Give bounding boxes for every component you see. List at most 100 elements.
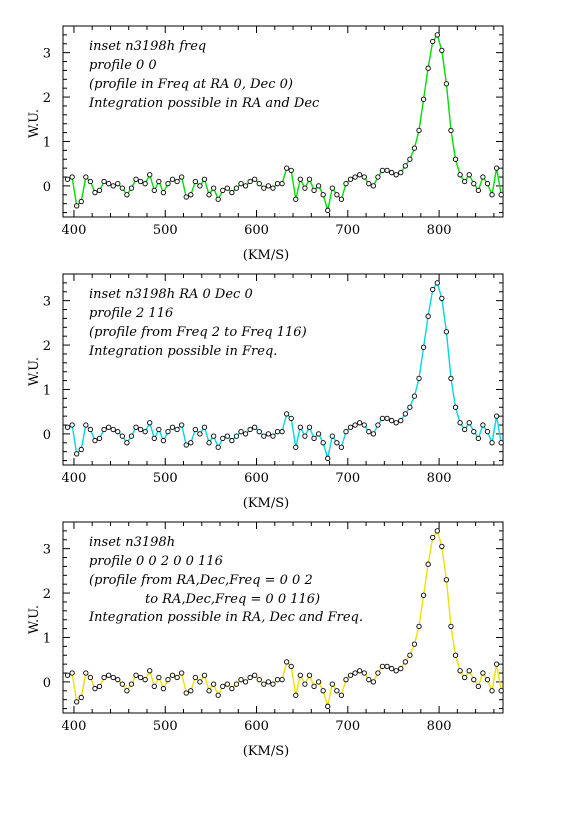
data-point [430, 534, 436, 541]
chart-panel-1: 400 500 600 700 800 0 1 2 3 (KM/S) W.U. inset n3198… [27, 25, 504, 263]
data-point [192, 674, 199, 681]
data-point [169, 424, 176, 430]
data-point [215, 692, 221, 698]
data-point [256, 677, 262, 683]
data-point [147, 172, 153, 178]
x-tick-label: 600 [244, 223, 269, 238]
data-point [128, 681, 135, 687]
data-point [215, 196, 221, 202]
data-point [74, 699, 80, 705]
annotation-line: profile 0 0 2 0 0 116 [89, 554, 223, 569]
data-point [402, 411, 408, 417]
data-point [411, 393, 418, 399]
data-point [238, 677, 244, 683]
data-point [206, 688, 212, 694]
data-point [288, 167, 294, 174]
data-point [115, 429, 121, 435]
data-point [210, 185, 217, 191]
data-point [402, 163, 408, 169]
data-point [452, 404, 459, 410]
x-tick-label: 400 [62, 223, 87, 238]
data-point [347, 424, 354, 430]
data-point [498, 192, 504, 198]
data-point [471, 429, 477, 435]
data-point [302, 433, 308, 439]
data-point [206, 192, 212, 198]
data-point [493, 413, 500, 419]
data-point [493, 165, 500, 171]
data-point [220, 435, 226, 441]
y-tick-label: 1 [43, 135, 51, 150]
data-point [484, 677, 491, 683]
x-tick-label: 400 [62, 719, 87, 734]
data-point [315, 183, 322, 189]
y-tick-label: 1 [43, 631, 51, 646]
data-point [252, 424, 258, 430]
data-point [475, 683, 482, 689]
data-point [64, 424, 71, 430]
data-point [274, 677, 281, 683]
data-point [297, 672, 303, 678]
data-point [174, 674, 180, 681]
data-point [252, 672, 258, 678]
data-point [133, 672, 139, 678]
data-point [484, 181, 491, 187]
data-point [407, 156, 413, 162]
data-point [443, 81, 450, 87]
data-point [156, 178, 162, 185]
data-point [311, 683, 317, 689]
data-point [361, 422, 367, 428]
data-point [74, 203, 80, 209]
data-point [238, 181, 244, 187]
data-point [402, 659, 408, 665]
data-point [334, 192, 340, 198]
data-point [279, 181, 285, 187]
data-point [270, 681, 276, 687]
data-point [347, 672, 354, 678]
data-point [288, 415, 294, 422]
data-point [320, 192, 326, 198]
data-point [466, 172, 472, 178]
data-point [407, 404, 413, 410]
y-tick-label: 0 [43, 180, 51, 195]
data-point [306, 424, 313, 430]
data-point [384, 167, 390, 174]
y-tick-label: 2 [43, 587, 51, 602]
data-point [92, 437, 98, 444]
data-point [325, 703, 331, 709]
data-point [352, 422, 358, 428]
data-point [393, 420, 399, 426]
data-point [411, 145, 418, 151]
x-tick-label: 800 [427, 719, 452, 734]
data-point [489, 192, 495, 198]
data-point [306, 672, 313, 678]
data-point [261, 681, 267, 687]
data-point [334, 688, 340, 694]
data-point [388, 169, 395, 176]
x-tick-label: 400 [62, 471, 87, 486]
y-tick-label: 3 [43, 543, 51, 558]
data-point [210, 433, 217, 439]
data-point [206, 440, 212, 446]
data-point [179, 670, 185, 676]
data-point [471, 677, 477, 683]
data-point [320, 440, 326, 446]
x-tick-label: 500 [153, 471, 178, 486]
data-point [493, 661, 500, 667]
data-point [169, 176, 176, 182]
data-point [425, 313, 431, 319]
data-point [115, 677, 121, 683]
data-point [151, 435, 157, 441]
data-point [142, 677, 148, 683]
data-point [69, 670, 75, 676]
data-point [375, 174, 381, 180]
data-point [407, 652, 413, 658]
data-point [489, 440, 495, 446]
annotation-line: (profile from Freq 2 to Freq 116) [89, 325, 307, 340]
data-point [197, 679, 203, 685]
data-point [119, 433, 125, 439]
data-point [288, 663, 294, 670]
data-point [434, 32, 440, 38]
data-point [370, 431, 377, 437]
x-axis-label: (KM/S) [243, 744, 289, 759]
